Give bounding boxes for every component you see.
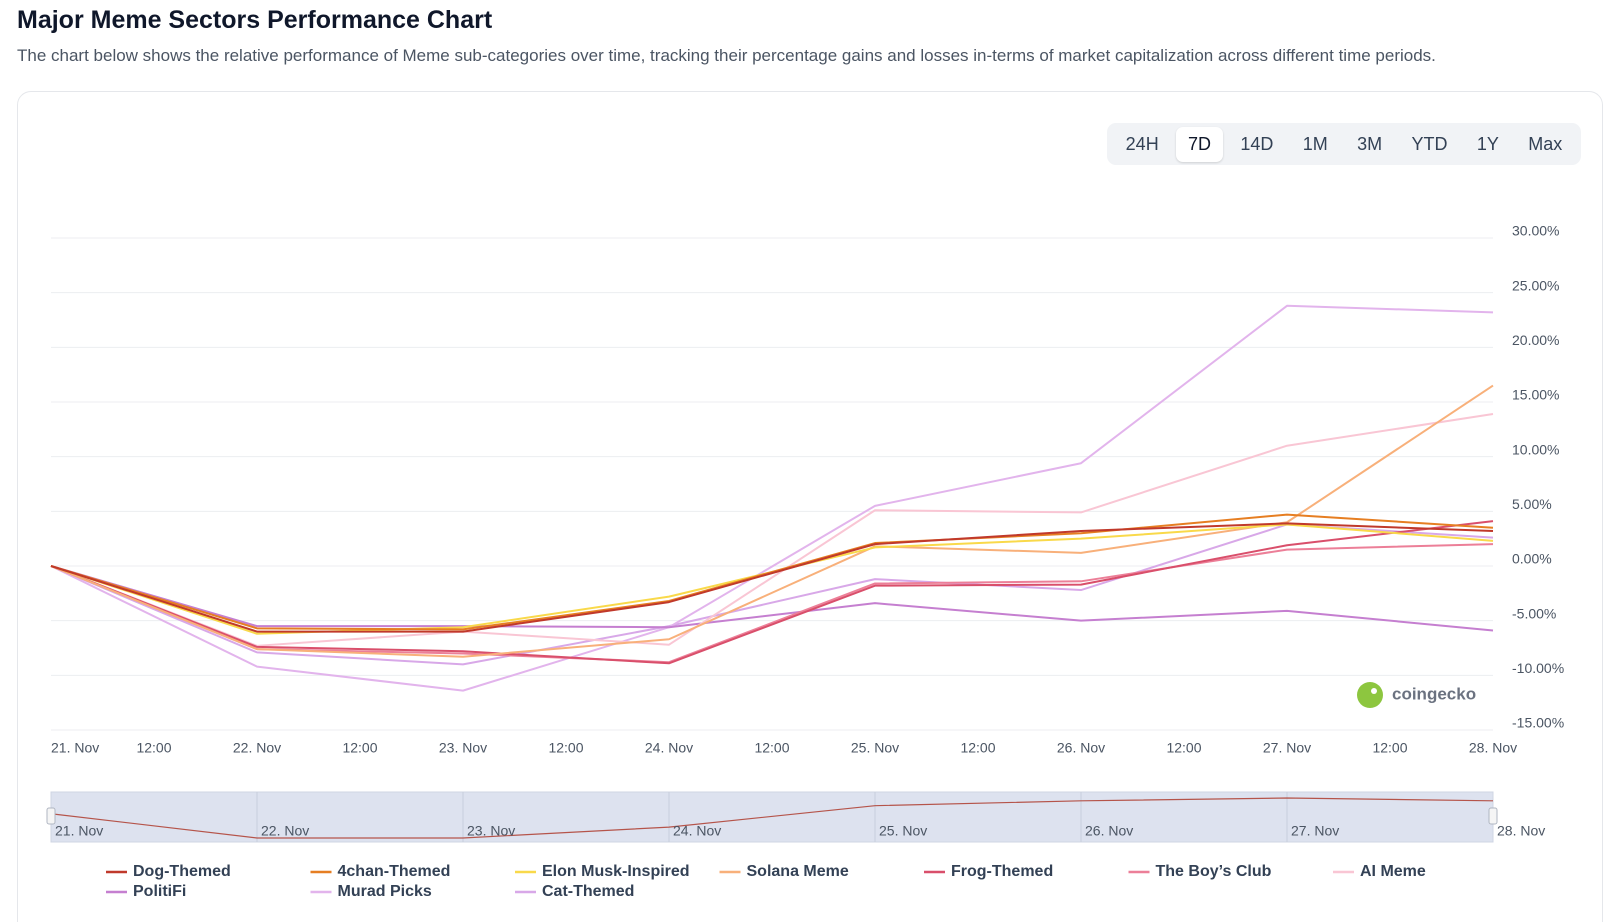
y-tick-label: 15.00%	[1512, 387, 1559, 403]
range-button[interactable]: 3M	[1357, 133, 1383, 154]
navigator-label: 25. Nov	[879, 823, 927, 839]
navigator-handle[interactable]	[1488, 807, 1498, 825]
legend-item[interactable]: Murad Picks	[310, 883, 432, 900]
legend-item[interactable]: Cat-Themed	[515, 883, 634, 900]
range-button[interactable]: Max	[1528, 133, 1563, 154]
legend-label: Solana Meme	[747, 863, 849, 880]
x-tick-label: 21. Nov	[51, 740, 99, 756]
range-button[interactable]: YTD	[1411, 133, 1448, 154]
x-tick-label: 27. Nov	[1263, 740, 1311, 756]
legend-item[interactable]: AI Meme	[1333, 863, 1426, 880]
legend-label: Cat-Themed	[542, 883, 634, 900]
series-line	[50, 513, 1494, 631]
legend-item[interactable]: The Boy’s Club	[1128, 863, 1272, 880]
range-button[interactable]: 24H	[1125, 133, 1159, 154]
navigator-label: 22. Nov	[261, 823, 309, 839]
range-button[interactable]: 1M	[1302, 133, 1328, 154]
legend-label: AI Meme	[1360, 863, 1426, 880]
range-selector: 24H 7D 14D 1M 3M YTD 1Y Max	[1107, 123, 1581, 165]
y-tick-label: 10.00%	[1512, 441, 1559, 457]
x-tick-label: 12:00	[754, 740, 789, 756]
chart-card	[17, 91, 1603, 922]
subtitle: The chart below shows the relative perfo…	[17, 46, 1436, 65]
series-line	[50, 523, 1494, 666]
watermark: coingecko	[1392, 684, 1476, 703]
legend-item[interactable]: Frog-Themed	[924, 863, 1053, 880]
series-line	[50, 413, 1494, 647]
x-tick-label: 12:00	[342, 740, 377, 756]
logo-eye	[1371, 688, 1377, 694]
navigator-line	[50, 797, 1494, 839]
legend-item[interactable]: Elon Musk-Inspired	[515, 863, 690, 880]
x-tick-label: 28. Nov	[1469, 740, 1517, 756]
navigator-label: 23. Nov	[467, 823, 515, 839]
range-button[interactable]: 1Y	[1476, 133, 1499, 154]
y-tick-label: 20.00%	[1512, 332, 1559, 348]
navigator-label: 24. Nov	[673, 823, 721, 839]
x-tick-label: 25. Nov	[851, 740, 899, 756]
navigator-label: 26. Nov	[1085, 823, 1133, 839]
navigator-label: 27. Nov	[1291, 823, 1339, 839]
legend-item[interactable]: 4chan-Themed	[310, 863, 451, 880]
legend-label: The Boy’s Club	[1156, 863, 1272, 880]
x-tick-label: 12:00	[960, 740, 995, 756]
legend-label: Murad Picks	[338, 883, 432, 900]
range-button[interactable]: 7D	[1176, 126, 1224, 162]
x-tick-label: 26. Nov	[1057, 740, 1105, 756]
x-tick-label: 12:00	[1166, 740, 1201, 756]
lines	[50, 304, 1494, 692]
x-tick-label: 24. Nov	[645, 740, 693, 756]
navigator-label: 28. Nov	[1497, 823, 1545, 839]
series-line	[50, 565, 1494, 632]
y-tick-label: 0.00%	[1512, 551, 1552, 567]
series-line	[50, 523, 1494, 635]
legend-item[interactable]: PolitiFi	[106, 883, 186, 900]
y-tick-label: -10.00%	[1512, 660, 1564, 676]
x-tick-label: 12:00	[1372, 740, 1407, 756]
series-line	[50, 522, 1494, 633]
logo	[1357, 682, 1383, 708]
y-tick-label: 25.00%	[1512, 277, 1559, 293]
x-tick-label: 12:00	[548, 740, 583, 756]
legend-item[interactable]: Dog-Themed	[106, 863, 231, 880]
legend-item[interactable]: Solana Meme	[719, 863, 849, 880]
legend-label: PolitiFi	[133, 883, 186, 900]
y-tick-label: 30.00%	[1512, 223, 1559, 239]
navigator-label: 21. Nov	[55, 823, 103, 839]
x-tick-label: 12:00	[136, 740, 171, 756]
y-tick-label: -5.00%	[1512, 605, 1556, 621]
series-line	[50, 304, 1494, 692]
y-tick-label: 5.00%	[1512, 496, 1552, 512]
navigator-handle[interactable]	[46, 807, 56, 825]
legend-label: Dog-Themed	[133, 863, 231, 880]
series-line	[50, 520, 1494, 665]
y-tick-label: -15.00%	[1512, 715, 1564, 731]
x-tick-label: 23. Nov	[439, 740, 487, 756]
legend-label: Frog-Themed	[951, 863, 1053, 880]
x-tick-label: 22. Nov	[233, 740, 281, 756]
range-button[interactable]: 14D	[1240, 133, 1274, 154]
legend-label: 4chan-Themed	[338, 863, 451, 880]
legend-label: Elon Musk-Inspired	[542, 863, 690, 880]
title: Major Meme Sectors Performance Chart	[17, 6, 493, 34]
navigator-bg	[50, 791, 1494, 843]
